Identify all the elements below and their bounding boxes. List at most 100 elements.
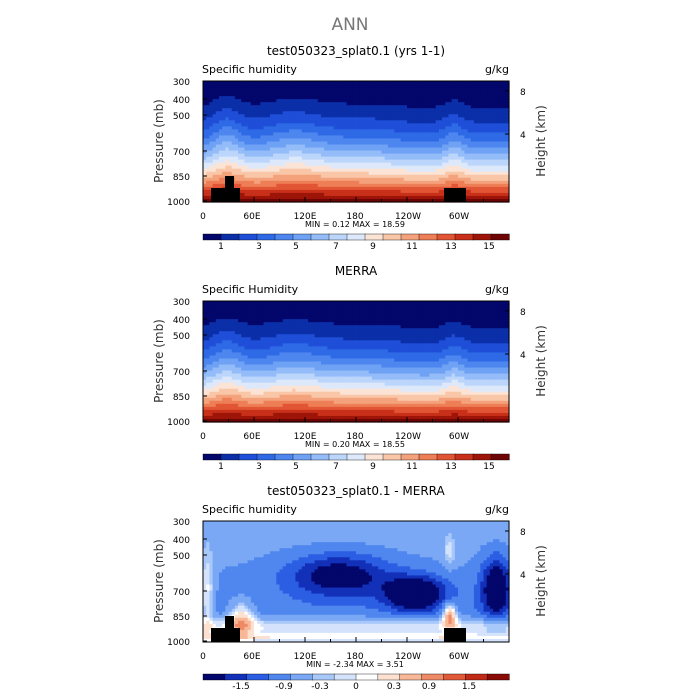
contour-cell [502,183,507,188]
contour-cell [273,153,277,158]
contour-cell [435,138,440,143]
contour-cell [473,192,478,197]
contour-cell [365,153,370,158]
contour-cell [336,313,341,317]
contour-cell [333,301,338,305]
contour-cell [336,156,341,161]
contour-cell [454,102,459,106]
contour-cell [499,150,504,155]
contour-cell [244,313,249,317]
contour-cell [426,310,430,314]
contour-cell [244,141,249,146]
contour-cell [276,93,281,97]
contour-cell [403,180,408,185]
contour-cell [241,174,246,179]
contour-cell [477,114,481,118]
contour-cell [269,120,274,124]
contour-cell [470,198,475,203]
contour-cell [269,319,274,323]
contour-cell [301,162,306,167]
contour-cell [340,159,344,164]
colorbar-swatch [400,233,420,241]
contour-cell [301,138,306,143]
contour-cell [260,180,265,185]
contour-cell [387,301,392,305]
contour-cell [305,198,309,203]
contour-cell [442,129,446,134]
contour-cell [215,162,220,167]
contour-cell [384,96,389,100]
contour-cell [489,186,494,191]
contour-cell [314,111,319,115]
contour-cell [343,195,348,200]
contour-cell [384,147,389,152]
contour-cell [282,99,287,103]
contour-cell [222,162,226,167]
contour-cell [493,192,497,197]
contour-cell [292,90,297,94]
contour-cell [212,117,217,121]
contour-cell [343,150,348,155]
contour-cell [371,111,376,115]
contour-cell [305,147,309,152]
contour-cell [279,162,284,167]
contour-cell [292,316,297,320]
contour-cell [352,310,357,314]
contour-cell [407,93,411,97]
contour-cell [266,186,271,191]
contour-cell [263,93,268,97]
contour-cell [203,189,207,194]
contour-cell [410,313,414,317]
contour-cell [276,138,281,143]
contour-cell [218,138,223,143]
contour-cell [222,120,226,124]
contour-cell [327,186,332,191]
contour-cell [298,195,303,200]
contour-cell [381,183,386,188]
contour-cell [212,147,217,152]
contour-cell [451,156,456,161]
contour-cell [343,132,348,137]
contour-cell [416,132,421,137]
contour-cell [378,105,383,109]
contour-cell [231,144,236,149]
contour-cell [298,135,303,140]
contour-cell [391,114,395,118]
contour-cell [276,177,281,182]
contour-cell [362,313,367,317]
contour-cell [464,153,469,158]
contour-cell [483,102,488,106]
contour-cell [489,192,494,197]
contour-cell [225,108,230,112]
contour-cell [324,114,328,118]
contour-cell [410,183,414,188]
contour-cell [499,304,504,308]
contour-cell [451,310,456,314]
contour-cell [343,84,348,88]
contour-cell [470,153,475,158]
contour-cell [394,114,399,118]
contour-cell [327,180,332,185]
contour-cell [276,156,281,161]
contour-cell [343,120,348,124]
contour-cell [349,87,354,91]
contour-cell [340,99,344,103]
contour-cell [269,99,274,103]
contour-cell [269,310,274,314]
contour-cell [225,153,230,158]
contour-cell [263,117,268,121]
contour-cell [400,310,405,314]
contour-cell [458,81,462,85]
contour-cell [254,301,258,305]
contour-cell [432,165,437,170]
contour-cell [477,168,481,173]
contour-cell [493,313,497,317]
contour-cell [499,195,504,200]
contour-cell [247,192,252,197]
contour-cell [241,150,246,155]
contour-cell [244,114,249,118]
contour-cell [397,310,402,314]
contour-cell [505,186,510,191]
contour-cell [238,153,242,158]
contour-cell [448,99,453,103]
